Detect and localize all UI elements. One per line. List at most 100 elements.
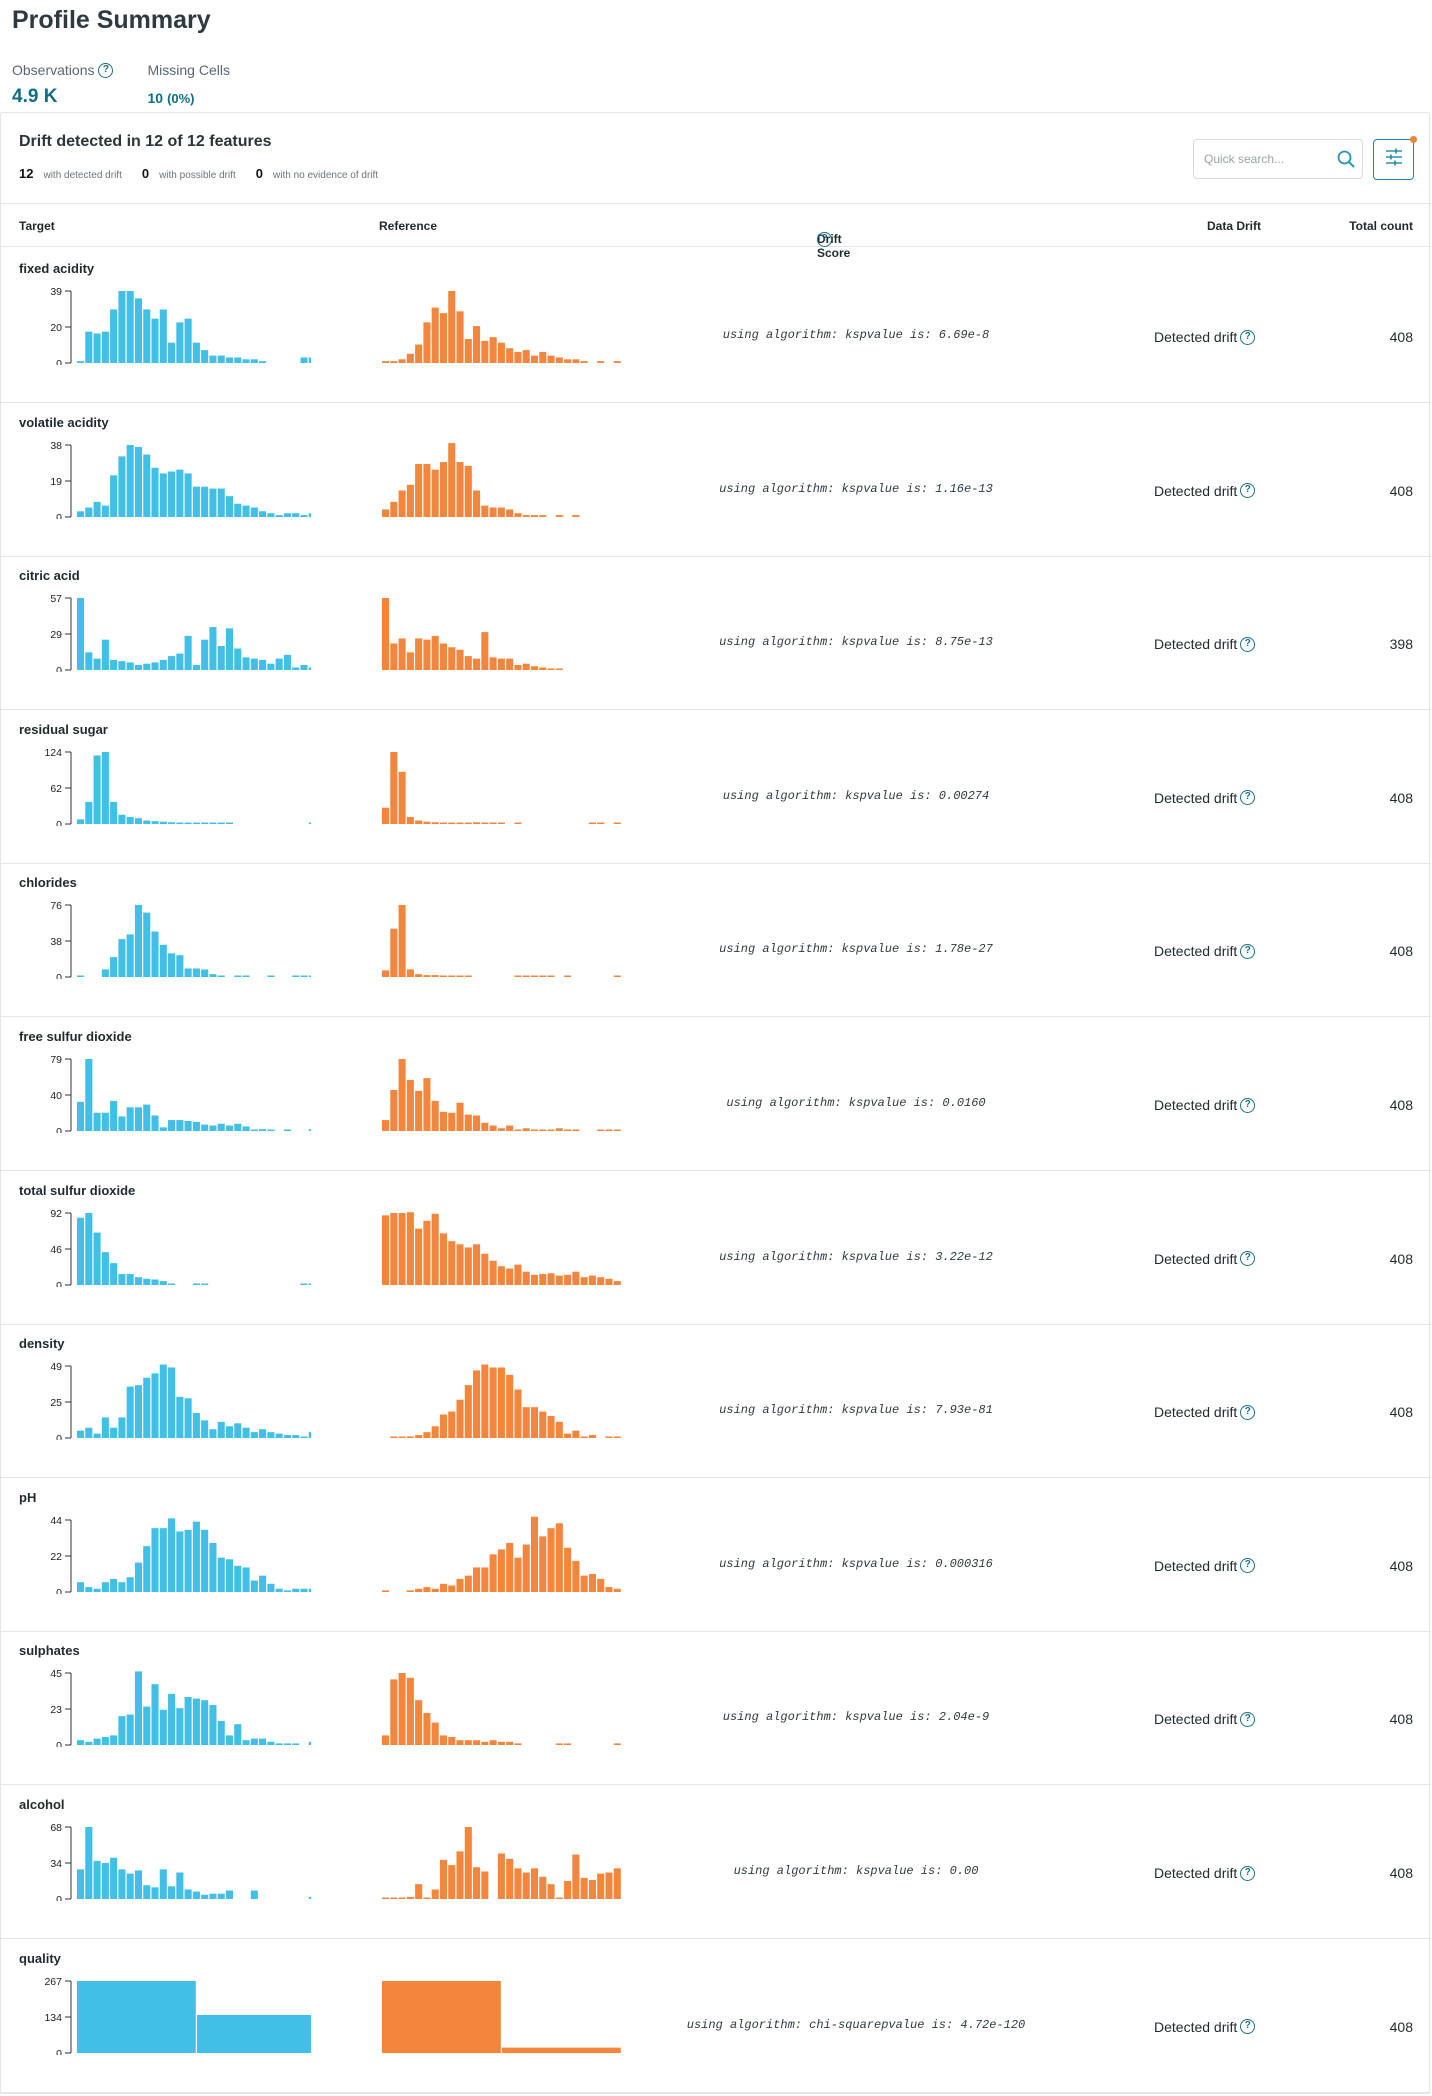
target-bar [176,653,184,671]
help-icon[interactable]: ? [1240,483,1256,499]
reference-bar [415,1884,423,1899]
target-histogram: 267 134 0 [44,1976,311,2055]
drift-score: using algorithm: chi-squarepvalue is: 4.… [686,2017,1026,2032]
target-bar [275,514,283,517]
drift-score: using algorithm: kspvalue is: 0.0160 [726,1096,986,1110]
filter-settings-button[interactable] [1373,136,1417,180]
target-bar [250,1580,258,1592]
target-bar [159,1527,167,1592]
y-tick-label: 62 [50,783,62,795]
help-icon[interactable]: ? [1240,1097,1256,1113]
feature-row[interactable]: sulphates 45 23 0 using algorithm: kspvalue … [1,1631,1431,1786]
feature-row[interactable]: chlorides 76 38 0 using algorithm: kspvalue … [1,863,1431,1018]
feature-row[interactable]: fixed acidity 39 20 0 using algorithm: kspva… [1,249,1431,403]
drift-status: Detected drift? [1154,1558,1256,1574]
reference-bar [439,1232,448,1285]
target-bar [134,1385,143,1439]
target-bar [168,822,176,824]
help-icon[interactable]: ? [98,62,114,78]
drift-status: Detected drift? [1154,1865,1256,1881]
feature-row[interactable]: residual sugar 124 62 0 using algorithm: ksp… [1,710,1431,864]
reference-bar [597,1129,605,1131]
help-icon[interactable]: ? [817,232,832,247]
target-bar [225,1735,234,1746]
reference-bar [555,1897,563,1899]
reference-bar [539,1536,547,1592]
target-bar [77,1101,85,1131]
target-bar [201,1529,209,1592]
reference-bar [473,490,481,517]
target-bar [151,1887,159,1899]
feature-row[interactable]: free sulfur dioxide 79 40 0 using algorithm:… [1,1017,1431,1171]
drift-score: using algorithm: kspvalue is: 6.69e-8 [722,328,990,342]
reference-bar [539,975,547,978]
feature-name: residual sugar [19,721,108,737]
reference-bar [597,1578,605,1592]
y-tick-label: 20 [50,322,62,334]
reference-bar [489,1740,497,1746]
target-bar [217,1557,225,1592]
target-bar [151,820,159,824]
reference-bar [580,1276,588,1285]
reference-bar [423,1220,431,1285]
column-data-drift[interactable]: Data Drift [1207,219,1262,233]
column-total-count[interactable]: Total count [1349,219,1413,233]
feature-row[interactable]: quality 267 134 0 using algorithm: chi-squar… [1,1939,1431,2093]
target-bar [267,512,275,517]
help-icon[interactable]: ? [1240,1404,1256,1420]
reference-bar [539,1411,547,1439]
reference-bar [580,361,588,363]
reference-bar [390,501,398,517]
help-icon[interactable]: ? [1240,1558,1256,1574]
reference-bar [555,1743,563,1746]
y-tick-label: 124 [44,747,62,759]
search-icon[interactable] [1336,149,1356,172]
target-bar [134,1870,143,1899]
feature-row[interactable]: density 49 25 0 using algorithm: kspvalue is… [1,1324,1431,1479]
help-icon[interactable]: ? [1240,1711,1256,1727]
help-icon[interactable]: ? [1240,943,1256,959]
reference-bar [423,821,431,824]
reference-bar [605,1129,613,1131]
feature-row[interactable]: volatile acidity 38 19 0 using algorithm: ks… [1,403,1431,557]
column-reference[interactable]: Reference [379,219,438,233]
help-icon[interactable]: ? [1240,2019,1256,2035]
search-input[interactable]: Quick search... [1193,139,1363,179]
target-bar [267,1742,275,1746]
reference-bar [547,1884,555,1899]
target-bar [176,1708,184,1746]
reference-bar [588,1879,596,1899]
feature-row[interactable]: total sulfur dioxide 92 46 0 using algorithm… [1,1171,1431,1325]
reference-bar [522,1407,530,1439]
target-bar [217,1422,225,1439]
reference-bar [489,507,497,517]
reference-bar [473,1567,481,1592]
reference-bar [398,905,406,978]
target-bar [151,1373,159,1439]
help-icon[interactable]: ? [1240,790,1256,806]
target-bar [93,1232,101,1285]
reference-bar [464,465,472,517]
reference-bar [481,1253,489,1285]
feature-row[interactable]: citric acid 57 29 0 using algorithm: kspvalu… [1,556,1431,711]
target-bar [308,1283,311,1285]
target-bar [201,969,209,978]
reference-bar [423,1432,431,1439]
reference-bar [456,1102,464,1131]
reference-bar [514,1557,522,1592]
help-icon[interactable]: ? [1240,1865,1256,1881]
target-bar [184,1697,192,1746]
target-bar [267,1432,275,1439]
target-bar [168,471,176,517]
reference-bar [555,357,563,363]
help-icon[interactable]: ? [1240,1251,1256,1267]
feature-row[interactable]: pH 44 22 0 using algorithm: kspvalue is: 0.0… [1,1478,1431,1632]
help-icon[interactable]: ? [1240,329,1256,345]
target-bar [134,1671,143,1746]
column-target[interactable]: Target [19,219,55,233]
feature-row[interactable]: alcohol 68 34 0 using algorithm: kspvalue is… [1,1785,1431,1939]
target-bar [126,816,134,824]
help-icon[interactable]: ? [1240,636,1256,652]
target-bar [151,1115,159,1131]
missing-cells-label: Missing Cells [147,62,230,78]
